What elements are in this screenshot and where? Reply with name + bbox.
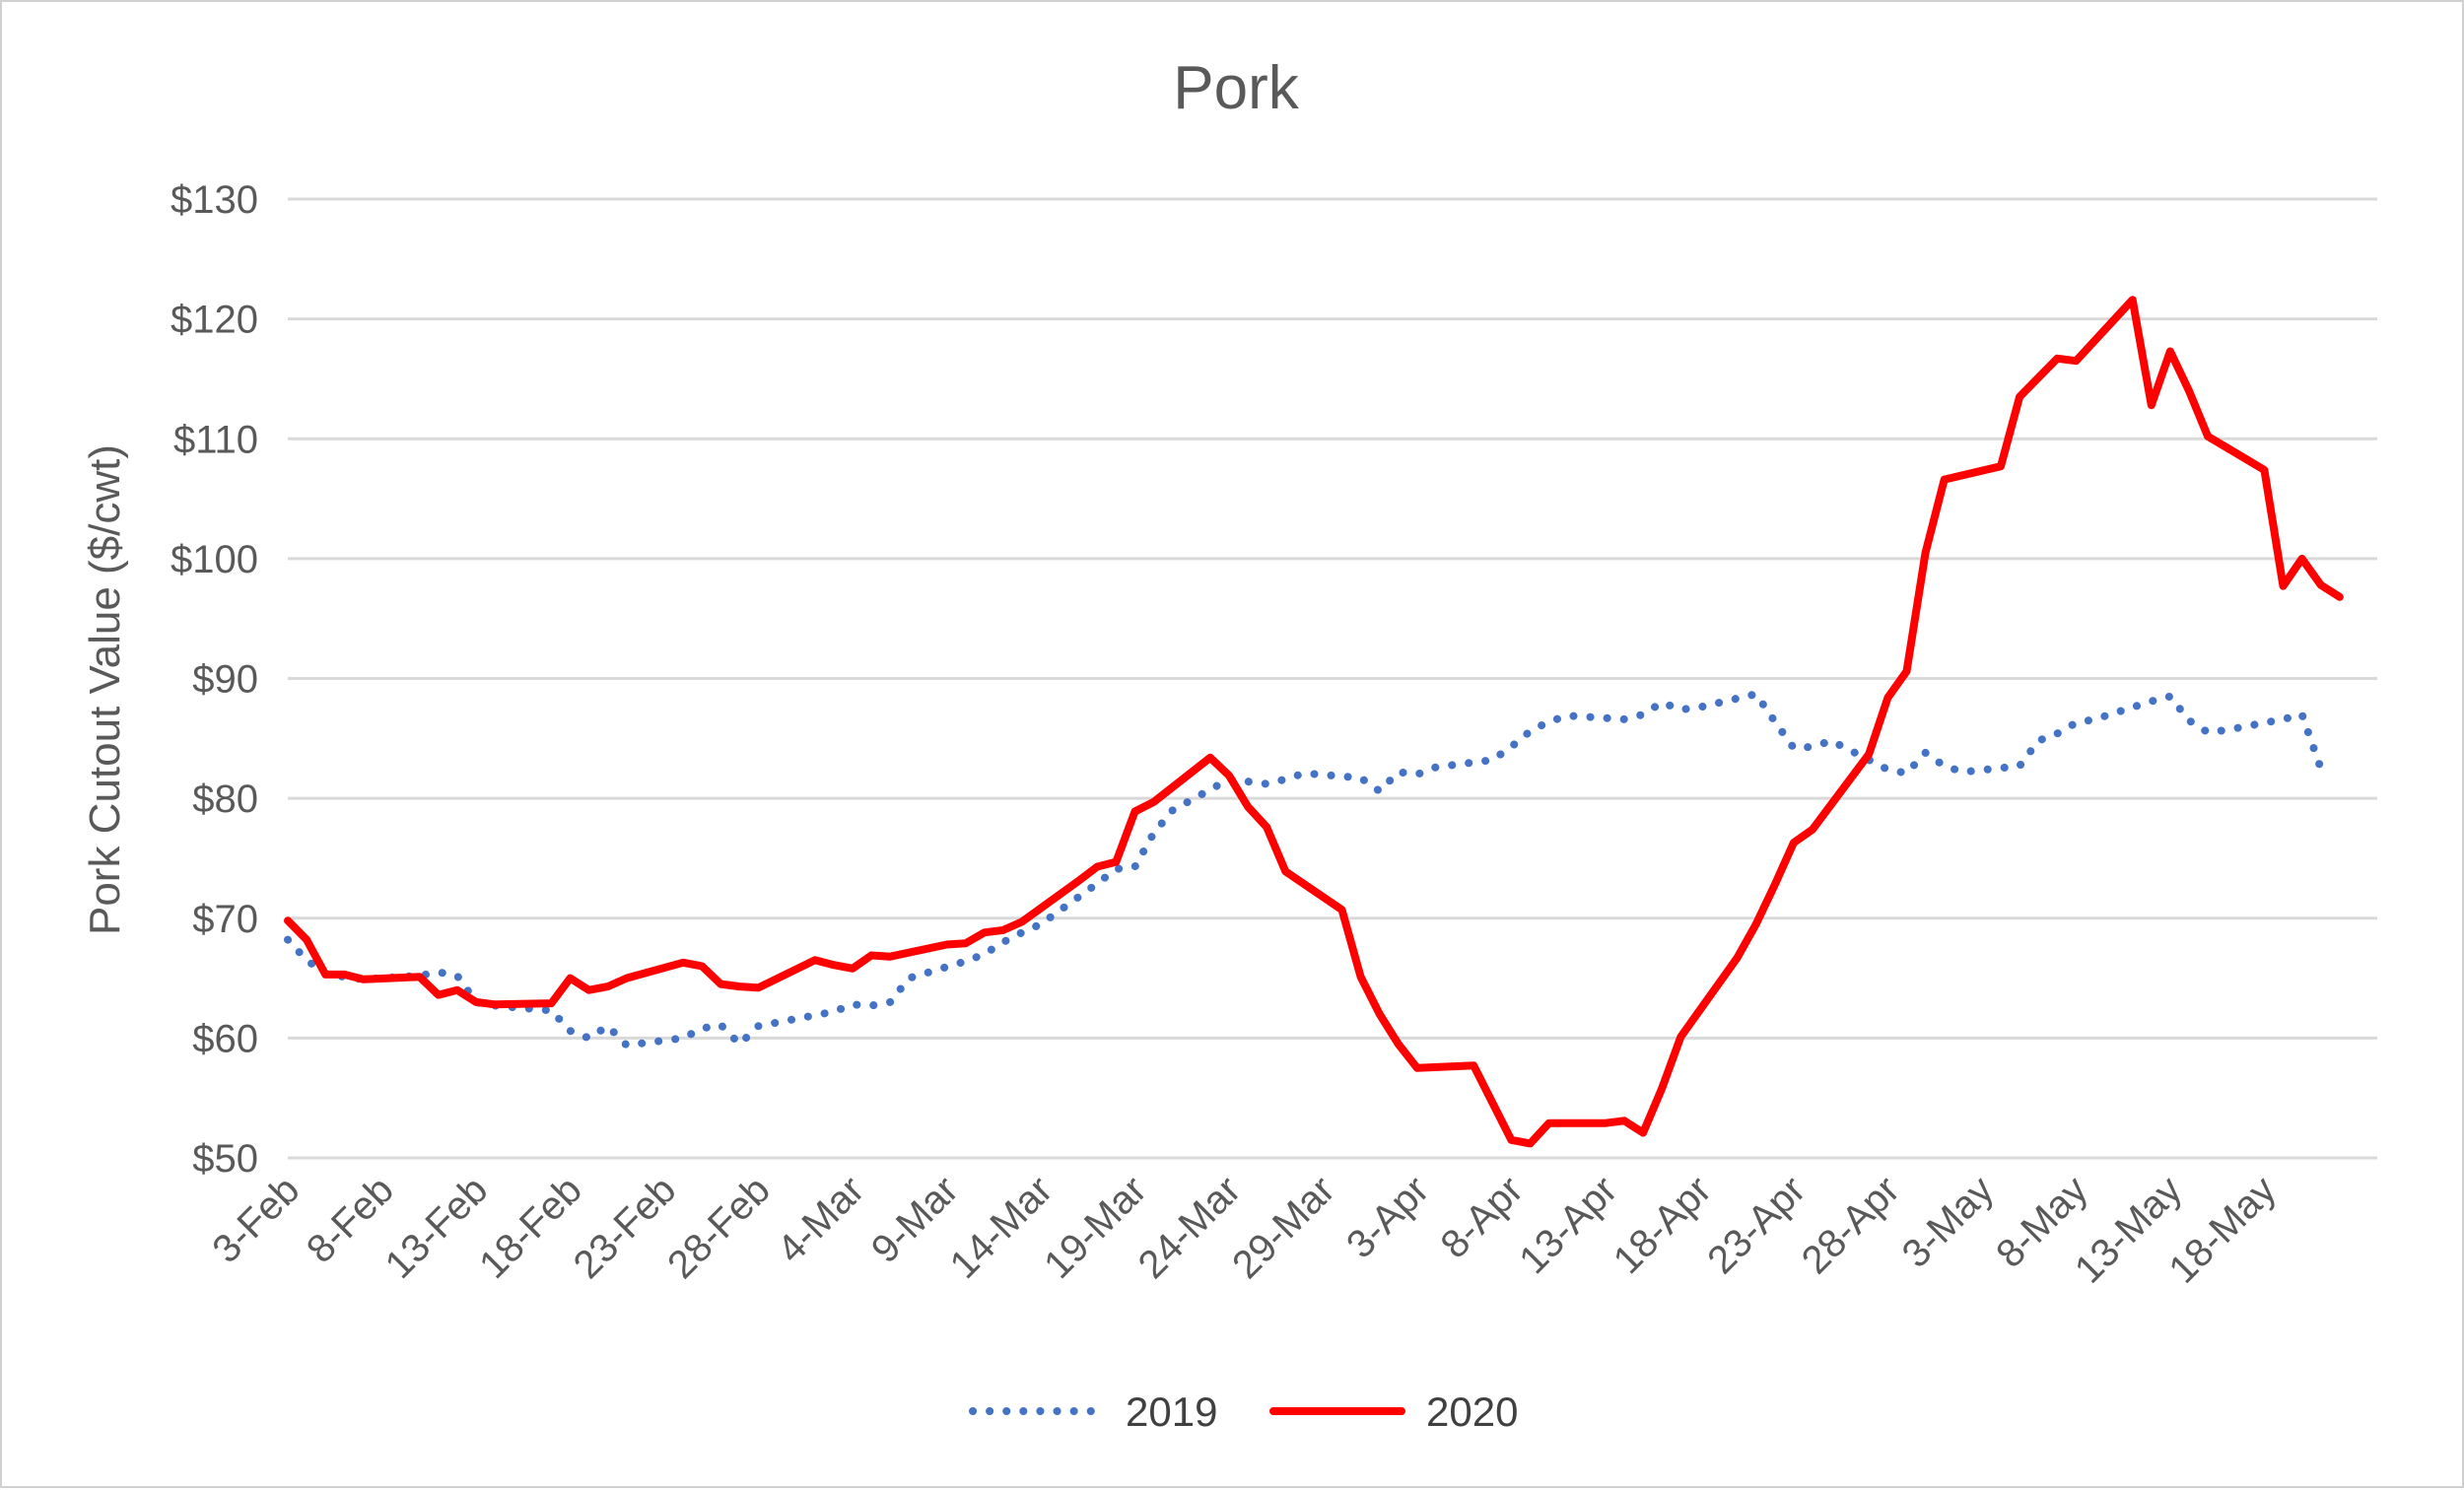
legend-label-2020: 2020 <box>1426 1388 1518 1435</box>
x-tick-label: 3-Feb <box>204 1168 308 1271</box>
series-lines <box>284 296 2344 1148</box>
y-tick-label: $50 <box>192 1137 258 1181</box>
x-tick-label: 14-Mar <box>942 1168 1061 1287</box>
gridlines <box>288 197 2377 1160</box>
x-tick-label: 13-Apr <box>1511 1168 1625 1282</box>
x-tick-label: 3-May <box>1894 1168 2003 1276</box>
chart-title: Pork <box>1173 54 1299 122</box>
y-tick-label: $130 <box>171 178 258 222</box>
x-axis-tick-labels: 3-Feb8-Feb13-Feb18-Feb23-Feb28-Feb4-Mar9… <box>204 1168 2284 1291</box>
y-tick-label: $90 <box>192 658 258 702</box>
x-tick-label: 28-Apr <box>1794 1168 1908 1282</box>
x-tick-label: 29-Mar <box>1224 1168 1343 1287</box>
y-axis-tick-labels: $50 $60 $70 $80 $90 $100 $110 $120 $130 <box>171 178 258 1181</box>
x-tick-label: 19-Mar <box>1036 1168 1155 1287</box>
x-tick-label: 13-Feb <box>377 1168 497 1287</box>
x-tick-label: 18-Feb <box>471 1168 590 1287</box>
series-line-2020 <box>284 296 2344 1148</box>
x-tick-label: 4-Mar <box>769 1168 872 1271</box>
legend: 2019 2020 <box>969 1388 1518 1435</box>
y-tick-label: $100 <box>171 538 258 581</box>
series-line-2019 <box>284 690 2325 1050</box>
y-tick-label: $70 <box>192 898 258 941</box>
x-tick-label: 23-Apr <box>1699 1168 1814 1282</box>
y-tick-label: $60 <box>192 1017 258 1060</box>
y-tick-label: $80 <box>192 778 258 821</box>
x-tick-label: 3-Apr <box>1338 1168 1437 1266</box>
y-tick-label: $120 <box>171 299 258 342</box>
legend-label-2019: 2019 <box>1126 1388 1217 1435</box>
x-tick-label: 28-Feb <box>659 1168 779 1287</box>
y-tick-label: $110 <box>173 418 258 461</box>
x-tick-label: 18-Apr <box>1606 1168 1720 1282</box>
x-tick-label: 23-Feb <box>566 1168 685 1287</box>
x-tick-label: 24-Mar <box>1130 1168 1250 1287</box>
y-axis-title: Pork Cutout Value ($/cwt) <box>81 444 129 935</box>
x-tick-label: 18-May <box>2160 1168 2284 1291</box>
